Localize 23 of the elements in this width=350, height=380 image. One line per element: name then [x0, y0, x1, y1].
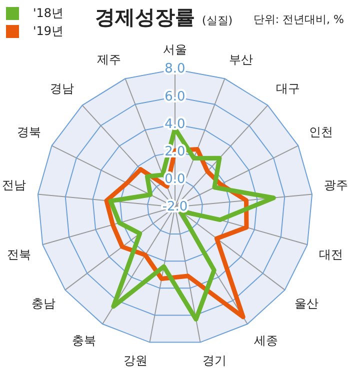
spoke-label: 대구 [276, 81, 300, 96]
spoke-label: 인천 [308, 125, 333, 140]
spoke-label: 전북 [7, 247, 32, 262]
chart-title: 경제성장률 [95, 5, 195, 29]
text: (실질) [202, 14, 233, 27]
y-tick-label: 2.0 [164, 144, 186, 160]
spoke-label: 서울 [163, 42, 187, 56]
spoke-label: 경남 [50, 81, 74, 96]
legend-label: '18년 [33, 4, 64, 22]
spoke-label: 제주 [96, 52, 121, 66]
spoke-label: 부산 [229, 52, 254, 66]
spoke-label: 광주 [324, 178, 348, 192]
spoke-label: 경북 [17, 125, 42, 140]
spoke-label: 대전 [318, 247, 343, 262]
spoke-label: 세종 [254, 334, 278, 348]
spoke-label: 충남 [32, 296, 56, 310]
spoke-label: 전남 [2, 178, 26, 192]
legend-label: '19년 [33, 22, 64, 40]
spoke-label: 충북 [72, 334, 96, 348]
spoke-label: 경기 [202, 353, 226, 368]
spoke-label: 강원 [124, 353, 148, 368]
text: 단위: 전년대비, % [253, 12, 344, 27]
spoke-label: 울산 [294, 296, 318, 310]
